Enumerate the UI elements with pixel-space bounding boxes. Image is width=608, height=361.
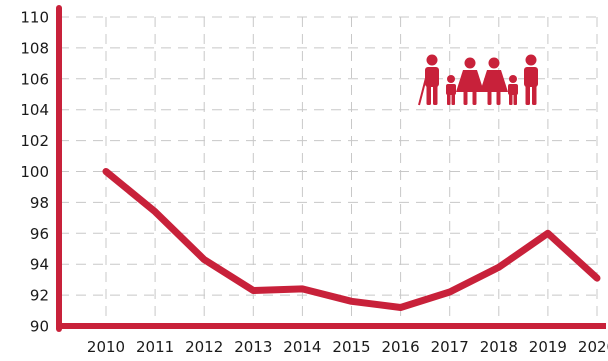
x-tick-label: 2011 xyxy=(136,338,174,356)
x-tick-label: 2016 xyxy=(382,338,420,356)
x-tick-label: 2013 xyxy=(234,338,272,356)
x-tick-label: 2014 xyxy=(283,338,321,356)
y-tick-label: 98 xyxy=(30,194,49,212)
y-tick-label: 92 xyxy=(30,287,49,305)
x-tick-label: 2018 xyxy=(480,338,518,356)
x-tick-label: 2019 xyxy=(529,338,567,356)
y-tick-label: 94 xyxy=(30,256,49,274)
y-tick-label: 90 xyxy=(30,318,49,336)
x-tick-label: 2010 xyxy=(87,338,125,356)
y-axis-ticks: 110 108 106 104 102 100 98 96 94 92 90 xyxy=(20,9,49,336)
y-tick-label: 110 xyxy=(20,9,49,27)
x-tick-label: 2020 xyxy=(578,338,608,356)
y-tick-label: 104 xyxy=(20,101,49,119)
y-tick-label: 106 xyxy=(20,70,49,88)
x-tick-label: 2015 xyxy=(332,338,370,356)
y-tick-label: 96 xyxy=(30,225,49,243)
x-tick-label: 2012 xyxy=(185,338,223,356)
y-tick-label: 100 xyxy=(20,163,49,181)
x-axis-ticks: 2010 2011 2012 2013 2014 2015 2016 2017 2018 2019… xyxy=(87,338,608,356)
family-icon xyxy=(418,54,538,106)
y-tick-label: 102 xyxy=(20,132,49,150)
y-tick-label: 108 xyxy=(20,39,49,57)
x-tick-label: 2017 xyxy=(431,338,469,356)
grid xyxy=(59,16,603,326)
series-line xyxy=(102,168,601,311)
